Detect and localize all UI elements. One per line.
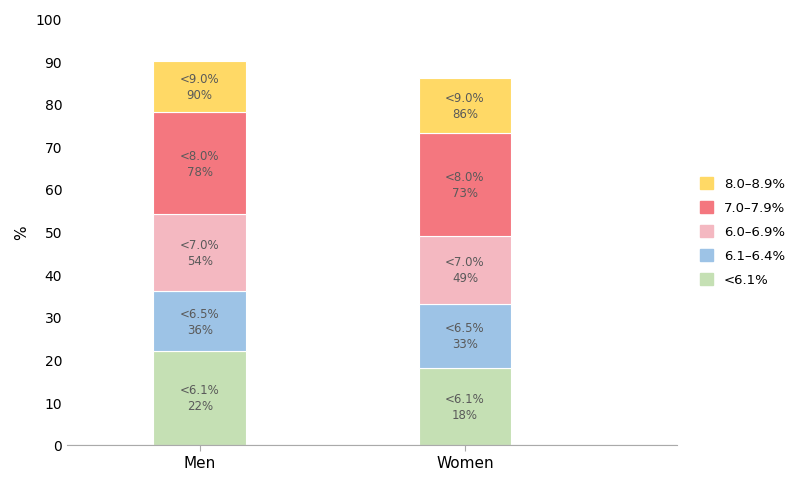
Text: <6.5%
33%: <6.5% 33% [444, 322, 484, 351]
Text: <6.5%
36%: <6.5% 36% [180, 307, 219, 336]
Bar [418, 304, 511, 368]
Text: <7.0%
54%: <7.0% 54% [180, 239, 219, 268]
Text: <9.0%
86%: <9.0% 86% [444, 92, 484, 121]
Bar [153, 62, 245, 113]
Bar [418, 134, 511, 236]
Text: <9.0%
90%: <9.0% 90% [180, 73, 219, 102]
Legend: 8.0–8.9%, 7.0–7.9%, 6.0–6.9%, 6.1–6.4%, <6.1%: 8.0–8.9%, 7.0–7.9%, 6.0–6.9%, 6.1–6.4%, … [695, 174, 788, 290]
Text: <6.1%
18%: <6.1% 18% [444, 392, 484, 421]
Bar [153, 292, 245, 351]
Text: <6.1%
22%: <6.1% 22% [180, 383, 219, 412]
Text: <8.0%
78%: <8.0% 78% [180, 150, 219, 179]
Text: <8.0%
73%: <8.0% 73% [444, 171, 484, 200]
Bar [153, 113, 245, 215]
Bar [418, 79, 511, 134]
Text: <7.0%
49%: <7.0% 49% [444, 256, 484, 285]
Y-axis label: %: % [14, 225, 29, 240]
Bar [418, 368, 511, 445]
Bar [153, 215, 245, 292]
Bar [153, 351, 245, 445]
Bar [418, 236, 511, 304]
